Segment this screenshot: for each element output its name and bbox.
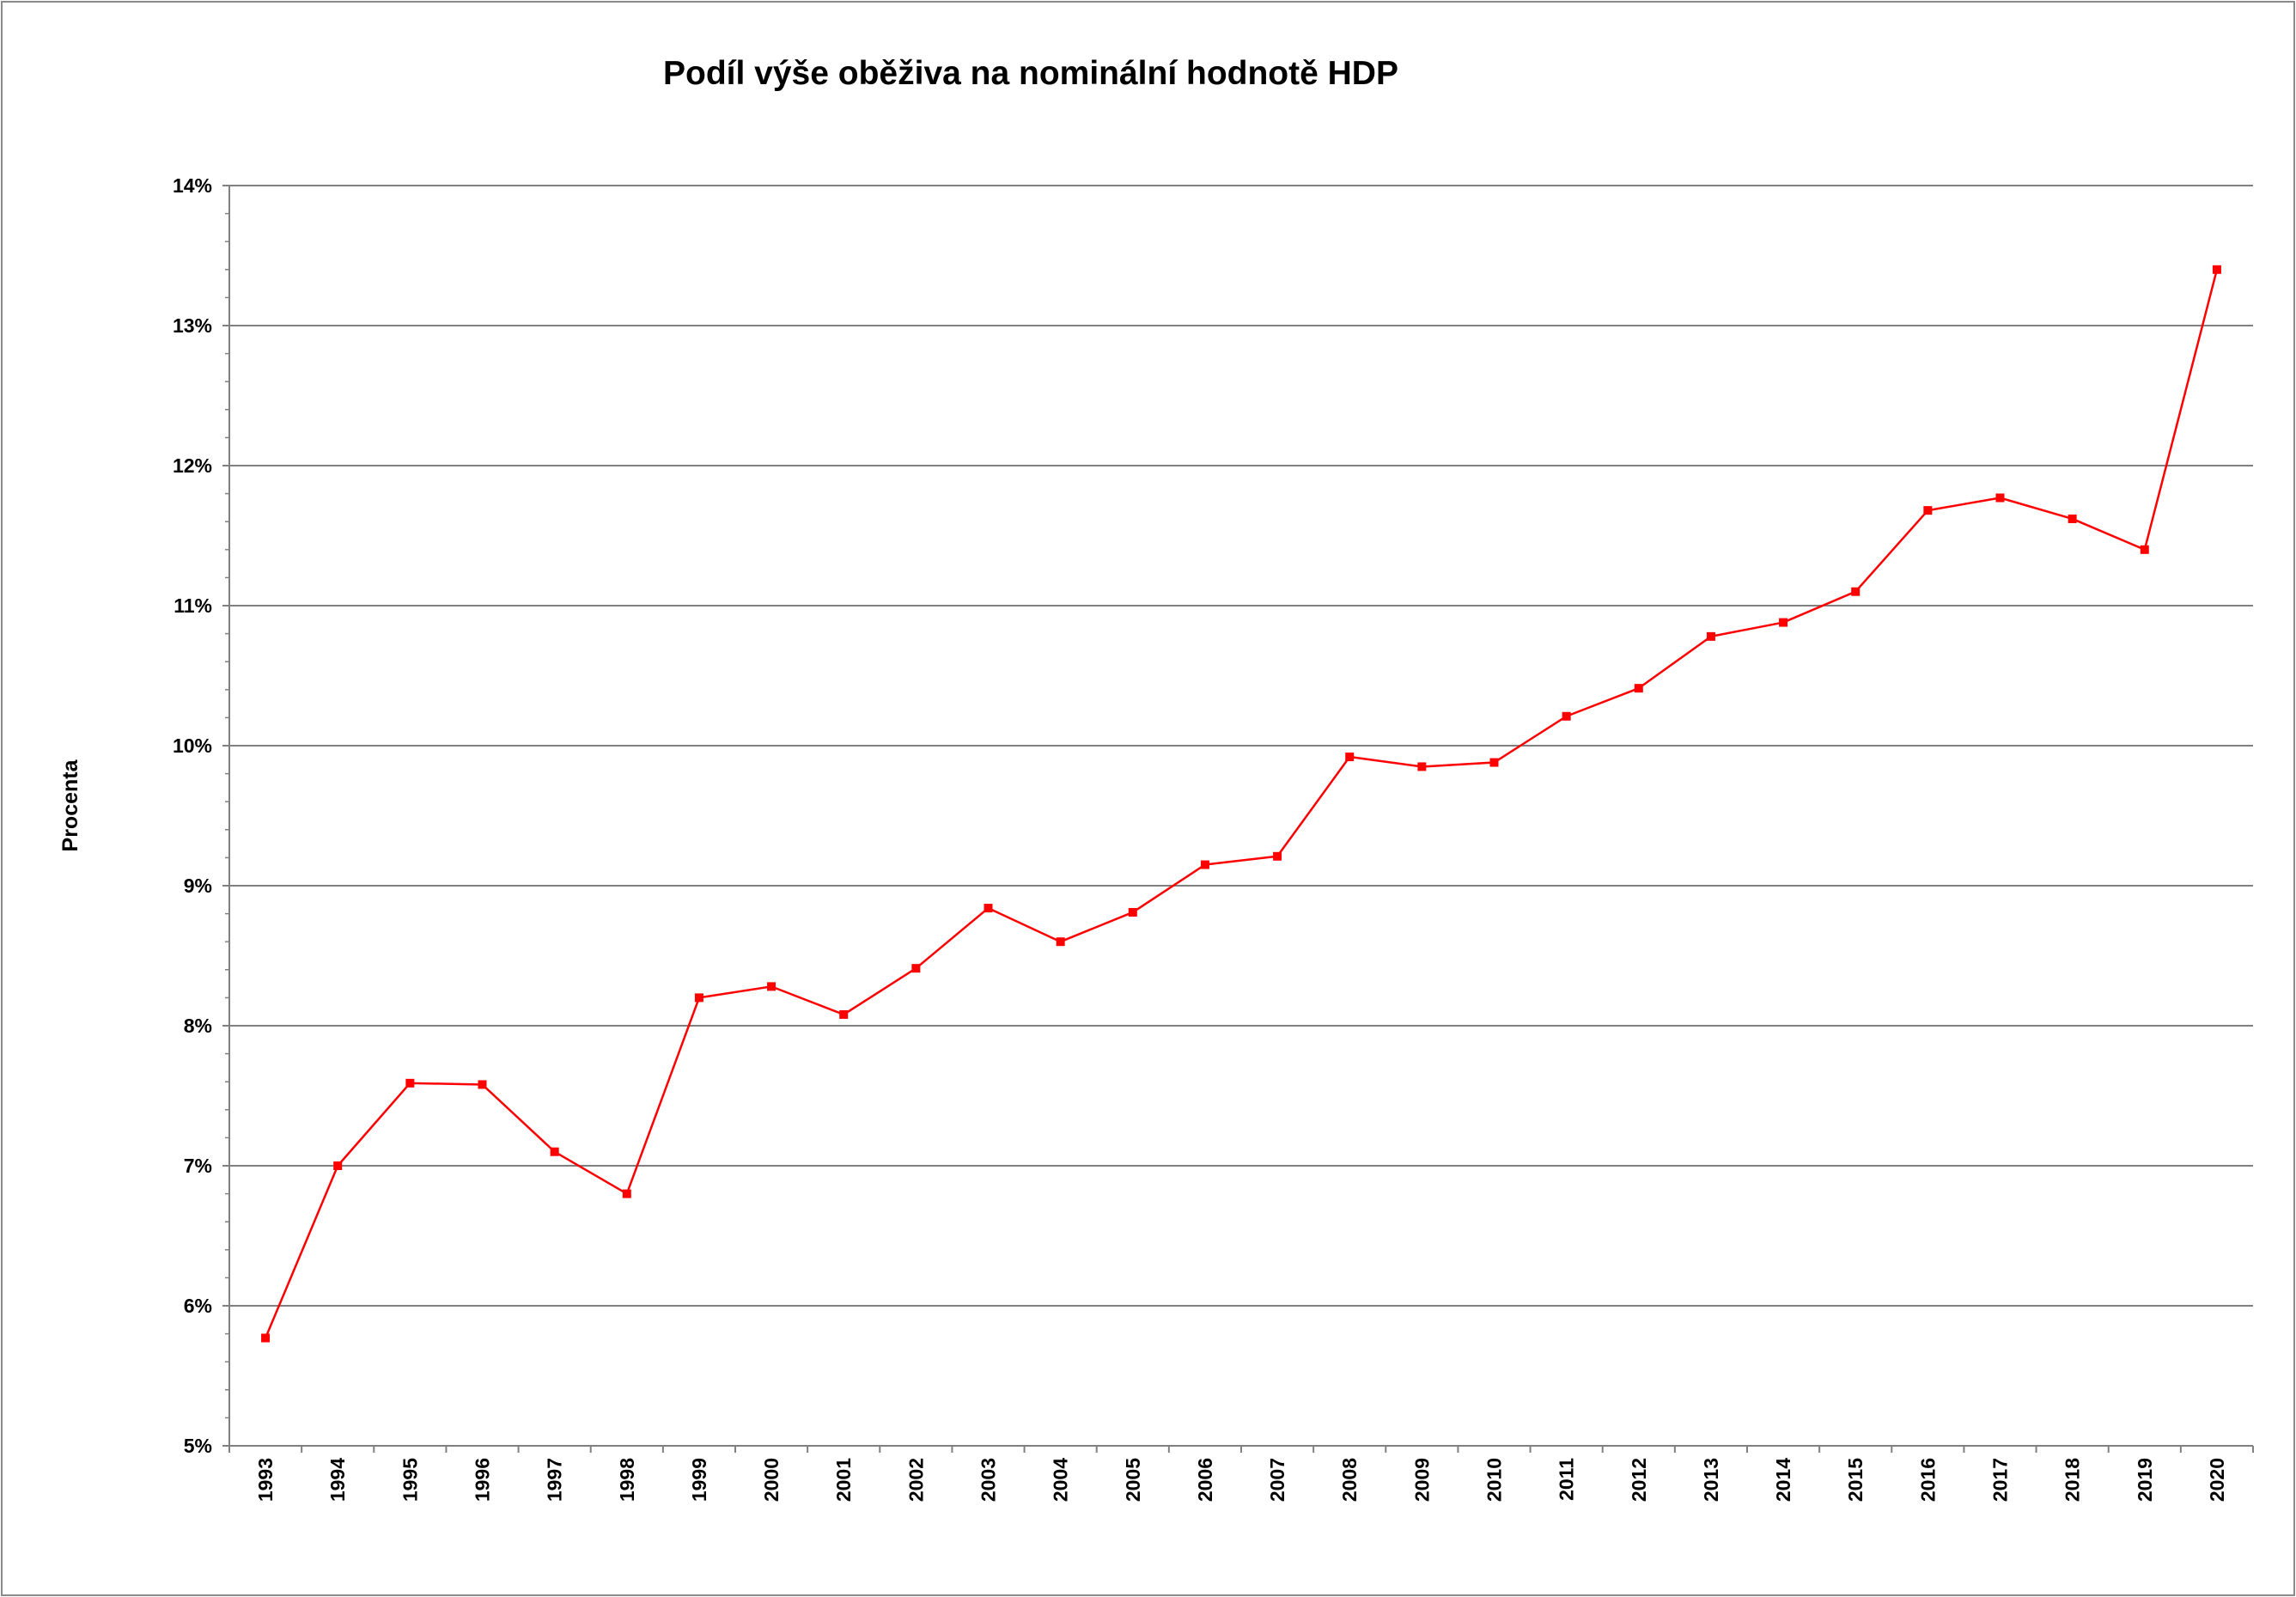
x-tick-label: 2013 (1700, 1458, 1722, 1502)
x-tick-label: 1993 (254, 1458, 277, 1502)
x-tick-label: 2020 (2206, 1458, 2228, 1502)
x-tick-label: 2015 (1844, 1458, 1867, 1502)
data-point (1707, 632, 1715, 641)
x-tick-label: 2011 (1556, 1458, 1578, 1501)
x-tick-label: 2019 (2134, 1458, 2156, 1502)
data-point (839, 1010, 848, 1019)
x-tick-label: 1997 (544, 1458, 566, 1502)
data-point (2141, 546, 2149, 554)
data-point (1057, 937, 1065, 946)
data-point (911, 964, 920, 972)
data-point (2068, 515, 2077, 523)
data-point (551, 1148, 559, 1156)
data-point (2213, 265, 2221, 274)
y-tick-label: 9% (184, 875, 212, 897)
x-tick-label: 2007 (1266, 1458, 1288, 1502)
data-point (984, 904, 993, 912)
x-tick-label: 2010 (1483, 1458, 1506, 1502)
y-tick-label: 10% (173, 734, 212, 757)
y-tick-label: 14% (173, 174, 212, 197)
data-point (1417, 762, 1426, 771)
x-tick-label: 2004 (1050, 1458, 1072, 1502)
data-point (1923, 506, 1932, 515)
data-point (1273, 852, 1282, 861)
x-tick-label: 2012 (1628, 1458, 1650, 1502)
x-tick-label: 2003 (977, 1458, 1000, 1502)
data-point (695, 993, 703, 1002)
x-tick-label: 2006 (1194, 1458, 1216, 1502)
data-point (261, 1333, 270, 1342)
x-tick-label: 2017 (1989, 1458, 2012, 1502)
data-point (1851, 588, 1860, 596)
x-tick-label: 2000 (760, 1458, 783, 1502)
data-point (1996, 493, 2005, 502)
y-tick-label: 12% (173, 454, 212, 477)
data-point (405, 1079, 414, 1088)
data-point (1201, 861, 1209, 869)
y-tick-label: 6% (184, 1295, 212, 1317)
data-point (1490, 759, 1499, 767)
data-point (1635, 684, 1643, 692)
chart-title: Podíl výše oběživa na nominální hodnotě … (663, 55, 1398, 92)
data-point (767, 982, 776, 991)
x-tick-label: 2009 (1410, 1458, 1433, 1502)
data-point (1129, 908, 1137, 917)
x-tick-label: 1994 (326, 1458, 349, 1502)
x-tick-label: 1998 (616, 1458, 638, 1502)
x-tick-label: 2008 (1338, 1458, 1361, 1502)
y-tick-label: 7% (184, 1155, 212, 1177)
data-point (478, 1080, 487, 1088)
x-tick-label: 2016 (1916, 1458, 1939, 1502)
x-tick-label: 1999 (688, 1458, 710, 1502)
x-tick-label: 2002 (904, 1458, 927, 1502)
x-tick-label: 2005 (1122, 1458, 1144, 1502)
x-tick-label: 1996 (472, 1458, 494, 1502)
data-point (1779, 619, 1787, 627)
y-tick-label: 8% (184, 1015, 212, 1037)
y-tick-label: 5% (184, 1435, 212, 1457)
data-point (1345, 753, 1354, 761)
x-tick-label: 2018 (2062, 1458, 2084, 1502)
x-tick-label: 2001 (832, 1458, 855, 1502)
data-point (333, 1161, 342, 1170)
data-point (1562, 712, 1571, 721)
y-axis-title: Procenta (58, 759, 82, 851)
x-tick-label: 2014 (1772, 1458, 1794, 1502)
y-tick-label: 11% (174, 594, 212, 617)
y-tick-label: 13% (173, 314, 212, 337)
data-point (623, 1190, 631, 1198)
x-tick-label: 1995 (399, 1458, 421, 1502)
